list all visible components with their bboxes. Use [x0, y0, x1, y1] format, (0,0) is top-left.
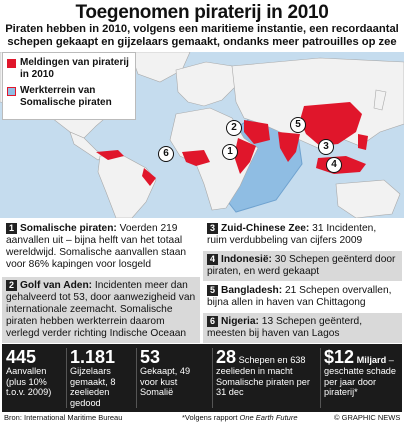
panel-text: Voerden 219 aanvallen uit – bijna helft … [6, 223, 187, 270]
map-marker-5: 5 [290, 117, 306, 133]
legend-item-piracy: Meldingen van piraterij in 2010 [7, 57, 135, 81]
greenland [129, 52, 191, 83]
panel-gulf-of-aden: 2 Golf van Aden: Incidenten meer dan geha… [2, 277, 200, 343]
panel-heading: Indonesië: [221, 254, 272, 265]
stat-ships-held: 28 Schepen en 638 zeelieden in macht Som… [216, 348, 316, 398]
page-title: Toegenomen piraterij in 2010 [75, 2, 329, 23]
stat-value-suffix: Miljard [356, 355, 387, 365]
panel-text: 13 Schepen geënterd, meesten bij haven v… [207, 316, 363, 339]
india-piracy [278, 132, 300, 162]
stat-attacks: 445 Aanvallen (plus 10% t.o.v. 2009) [6, 348, 62, 398]
stat-value: 1.181 [70, 347, 116, 367]
legend-label: Meldingen van piraterij in 2010 [20, 57, 129, 80]
map-marker-3: 3 [318, 139, 334, 155]
stat-value: 28 [216, 347, 237, 367]
panel-south-china-sea: 3 Zuid-Chinese Zee: 31 Incidenten, ruim v… [203, 220, 402, 250]
stats-bar: 445 Aanvallen (plus 10% t.o.v. 2009) 1.1… [2, 344, 402, 412]
panel-indonesia: 4 Indonesië: 30 Schepen geënterd door pir… [203, 251, 402, 281]
china-piracy [300, 102, 362, 146]
panel-number: 3 [207, 223, 218, 234]
panel-bangladesh: 5 Bangladesh: 21 Schepen overvallen, bijn… [203, 282, 402, 312]
stat-hijacked: 53 Gekaapt, 49 voor kust Somalië [140, 348, 208, 398]
brazil-piracy [142, 168, 156, 186]
stat-value: 53 [140, 347, 161, 367]
caribbean-piracy [96, 150, 124, 160]
legend-item-somali-zone: Werkterrein van Somalische piraten [7, 85, 135, 109]
panel-heading: Golf van Aden: [20, 280, 93, 291]
central-america [69, 131, 105, 161]
panel-somali-pirates: 1 Somalische piraten: Voerden 219 aanvall… [2, 220, 200, 276]
world-map [0, 52, 404, 218]
stat-text: Gekaapt, 49 voor kust Somalië [140, 366, 191, 397]
stat-divider [66, 348, 67, 408]
philippines-piracy [358, 134, 368, 150]
panel-text: 30 Schepen geënterd door piraten, en wer… [207, 254, 396, 277]
panel-number: 5 [207, 285, 218, 296]
japan [373, 89, 387, 111]
europe [175, 61, 237, 107]
stat-divider [320, 348, 321, 408]
south-america [97, 155, 157, 218]
map-graphic [0, 52, 404, 218]
panel-number: 4 [207, 254, 218, 265]
east-africa-piracy [234, 138, 256, 174]
legend-swatch-piracy [7, 59, 16, 68]
footer-credit: © GRAPHIC NEWS [334, 413, 401, 422]
nigeria-piracy [182, 150, 210, 166]
map-marker-4: 4 [326, 157, 342, 173]
stat-divider [212, 348, 213, 408]
stat-text: Gijzelaars gemaakt, 8 zeelieden gedood [70, 366, 116, 408]
panel-text: Incidenten meer dan gehalveerd tot 53, d… [6, 280, 196, 339]
legend-label: Werkterrein van Somalische piraten [20, 85, 112, 108]
page-subtitle: Piraten hebben in 2010, volgens een mari… [5, 23, 399, 48]
panel-heading: Somalische piraten: [20, 223, 117, 234]
stat-value: 445 [6, 347, 37, 367]
stat-text: – geschatte schade per jaar door pirater… [324, 355, 397, 397]
map-legend: Meldingen van piraterij in 2010 Werkterr… [2, 52, 136, 120]
map-marker-6: 6 [158, 146, 174, 162]
legend-swatch-somali-zone [7, 87, 16, 96]
footer-note: *Volgens rapport One Earth Future [182, 412, 298, 424]
australia [335, 179, 401, 218]
stat-damage: $12 Miljard – geschatte schade per jaar … [324, 348, 400, 398]
stat-hostages: 1.181 Gijzelaars gemaakt, 8 zeelieden ge… [70, 348, 132, 408]
panel-number: 6 [207, 316, 218, 327]
map-marker-1: 1 [222, 144, 238, 160]
panel-text: 21 Schepen overvallen, bijna allen in ha… [207, 285, 392, 308]
arabia-piracy [244, 120, 270, 144]
stat-text: Aanvallen (plus 10% t.o.v. 2009) [6, 366, 52, 397]
map-marker-2: 2 [226, 120, 242, 136]
panel-number: 1 [6, 223, 17, 234]
panel-number: 2 [6, 280, 17, 291]
stat-value: $12 [324, 347, 355, 367]
panel-heading: Nigeria: [221, 316, 259, 327]
footer-source: Bron: International Maritime Bureau [4, 413, 123, 422]
stat-text: Schepen en 638 zeelieden in macht Somali… [216, 355, 310, 397]
panel-nigeria: 6 Nigeria: 13 Schepen geënterd, meesten b… [203, 313, 402, 343]
footer-note-italic: One Earth Future [239, 413, 298, 422]
footer-note-prefix: *Volgens rapport [182, 413, 240, 422]
stat-divider [136, 348, 137, 408]
panel-heading: Zuid-Chinese Zee: [221, 223, 310, 234]
panel-heading: Bangladesh: [221, 285, 283, 296]
panel-text: 31 Incidenten, ruim verdubbeling van cij… [207, 223, 377, 246]
